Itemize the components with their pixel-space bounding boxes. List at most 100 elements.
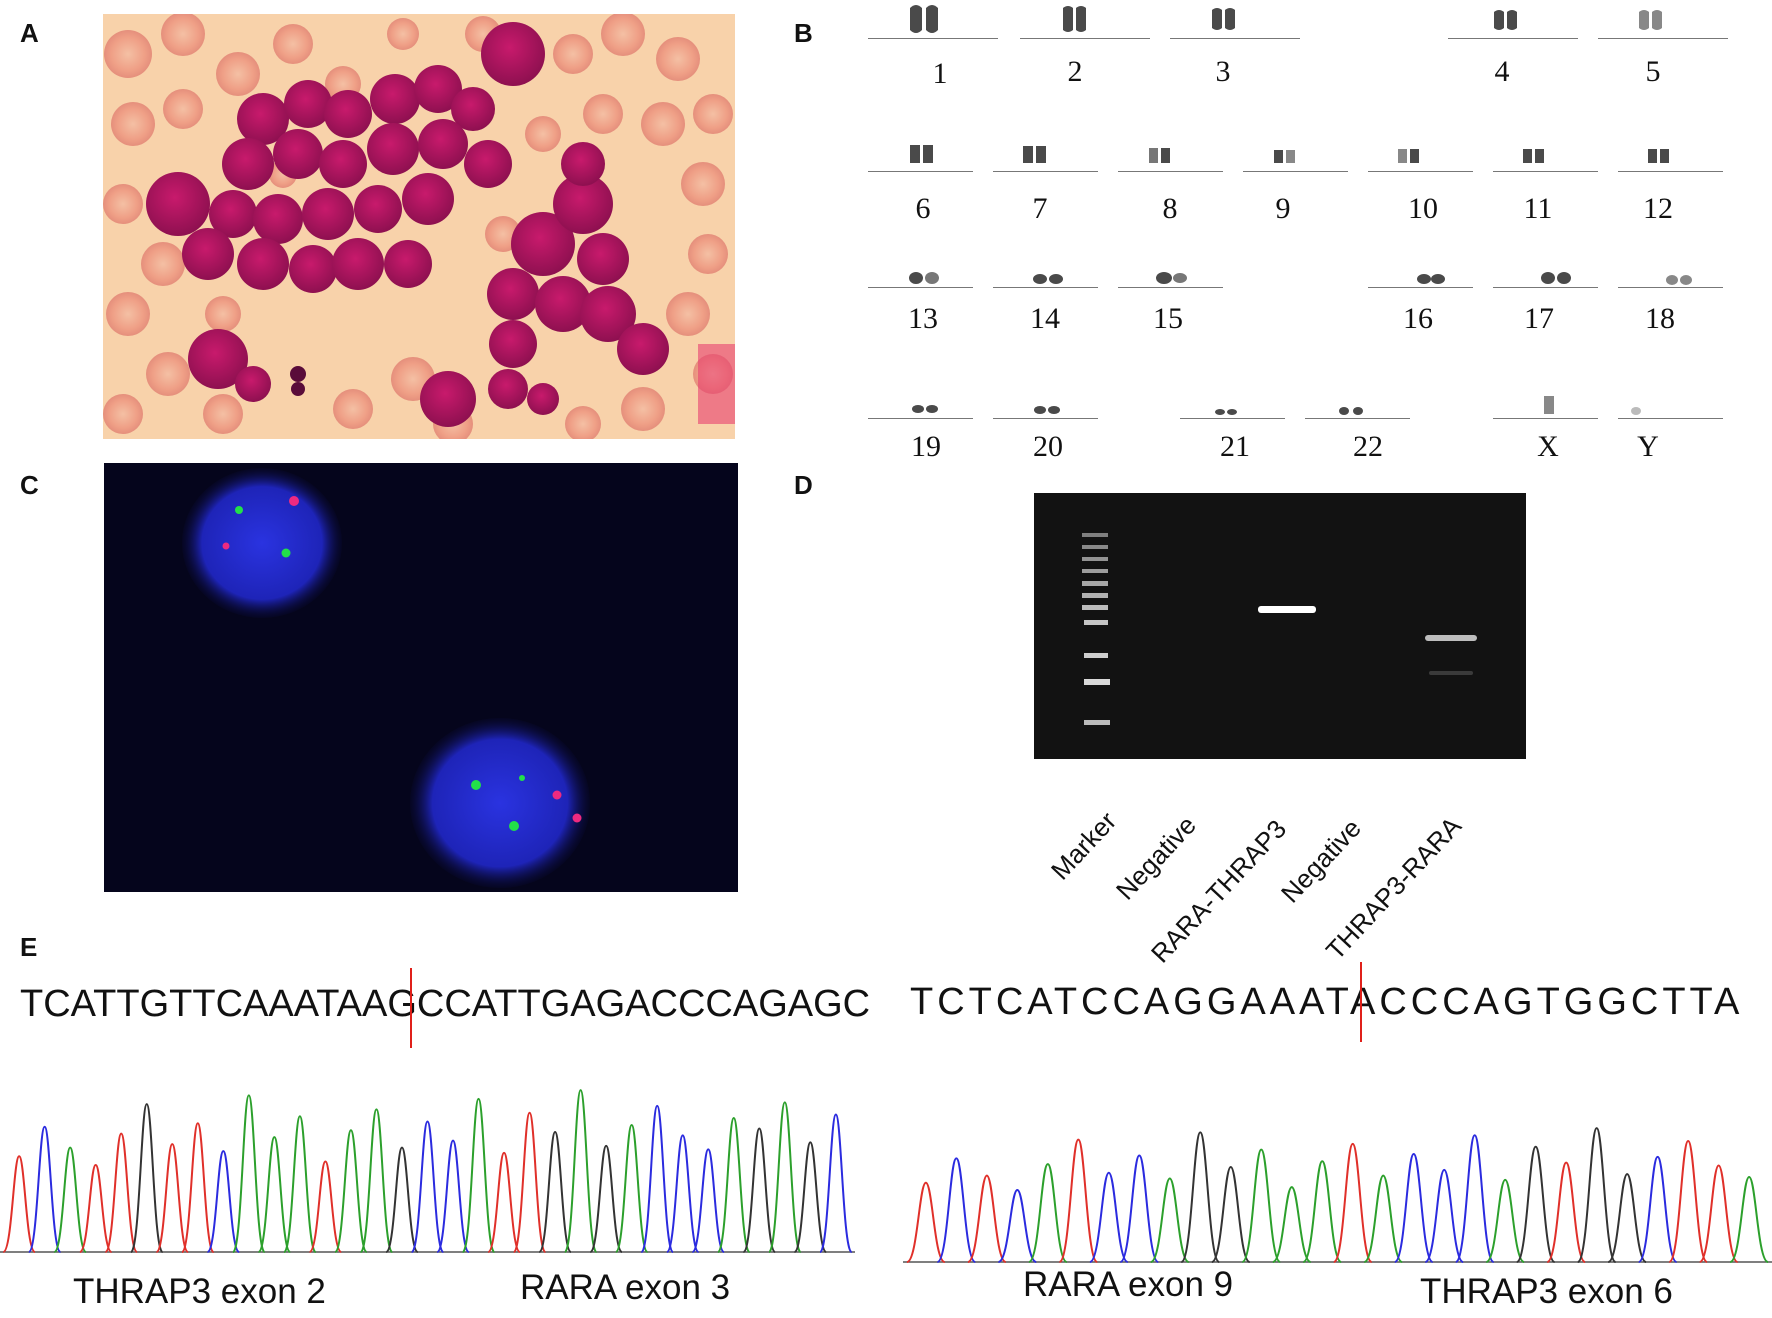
chromatogram-peak <box>966 1174 1007 1263</box>
chromatogram-peak <box>1637 1155 1678 1263</box>
sequence-right: TCTCATCCAGGAAATACCCAGTGGCTTA <box>910 981 1743 1024</box>
karyotype-number: 19 <box>911 430 941 463</box>
gel-lane-label: Negative <box>1110 809 1202 906</box>
karyotype-number: 9 <box>1275 192 1291 225</box>
chromatogram-peak <box>997 1188 1037 1263</box>
chromatogram-peak <box>716 1117 751 1253</box>
chromatogram-peak <box>27 1125 62 1253</box>
karyotype-number: X <box>1537 430 1559 463</box>
chromatogram-peak <box>614 1123 649 1253</box>
karyotype-number: 21 <box>1220 430 1250 463</box>
chromatogram-peak <box>1241 1148 1282 1263</box>
chromatogram-peak <box>1393 1152 1434 1263</box>
chromatogram-peak <box>1729 1176 1769 1263</box>
chromatogram-right <box>903 1110 1772 1270</box>
chromatogram-peak <box>1088 1171 1129 1263</box>
chromatogram-peak <box>905 1181 946 1263</box>
chromatogram-peak <box>1607 1173 1648 1263</box>
panel-label-e: E <box>20 932 38 962</box>
panel-label-b: B <box>794 18 813 48</box>
blood-smear-micrograph <box>103 14 735 439</box>
karyotype-number: 2 <box>1067 55 1083 88</box>
karyotype: 1 2 3 4 5 6 7 8 9 10 11 12 13 14 15 16 1… <box>860 0 1772 470</box>
chromatogram-peak <box>129 1103 164 1253</box>
chromatogram-peak <box>1180 1131 1221 1263</box>
chromatogram-peak <box>1272 1186 1312 1263</box>
chromatogram-peak <box>359 1108 394 1253</box>
chromatogram-peak <box>1485 1178 1526 1263</box>
sequence-left-after: CCATTGAGACCCAGAGC <box>416 983 871 1025</box>
panel-label-a: A <box>20 18 39 48</box>
junction-marker-right <box>1360 962 1362 1042</box>
exon-label: THRAP3 exon 2 <box>73 1272 326 1311</box>
chromatogram-peak <box>793 1141 828 1253</box>
karyotype-number: 14 <box>1030 302 1060 335</box>
chromatogram-peak <box>742 1127 777 1253</box>
chromatogram-peak <box>308 1160 343 1253</box>
exon-label: THRAP3 exon 6 <box>1420 1272 1673 1311</box>
gel-image <box>1034 493 1526 759</box>
gel-lane-label: Negative <box>1275 812 1367 909</box>
panel-label-d: D <box>794 470 813 500</box>
panel-label-c: C <box>20 470 39 500</box>
fish-image <box>104 463 738 892</box>
karyotype-number: 11 <box>1523 192 1553 225</box>
chromatogram-peak <box>665 1134 700 1253</box>
chromatogram-peak <box>640 1104 674 1253</box>
chromatogram-peak <box>563 1089 598 1253</box>
chromatogram-peak <box>1515 1145 1556 1263</box>
chromatogram-left <box>0 1070 855 1260</box>
chromatogram-peak <box>283 1115 317 1253</box>
karyotype-number: 22 <box>1353 430 1383 463</box>
chromatogram-peak <box>334 1129 368 1253</box>
chromatogram-peak <box>936 1157 977 1263</box>
chromatogram-peak <box>1546 1161 1587 1263</box>
chromatogram-peak <box>1332 1142 1373 1263</box>
chromatogram-peak <box>1363 1174 1404 1263</box>
chromatogram-peak <box>589 1144 623 1253</box>
chromatogram-peak <box>1150 1177 1190 1263</box>
chromatogram-peak <box>436 1139 470 1253</box>
chromatogram-peak <box>1119 1154 1160 1263</box>
karyotype-number: 17 <box>1524 302 1554 335</box>
karyotype-number: 3 <box>1215 55 1231 88</box>
chromatogram-peak <box>257 1136 292 1253</box>
chromatogram-peak <box>538 1130 572 1253</box>
karyotype-number: 7 <box>1032 192 1048 225</box>
chromatogram-peak <box>78 1163 113 1253</box>
chromatogram-peak <box>1424 1168 1465 1263</box>
karyotype-number: 16 <box>1403 302 1433 335</box>
sequence-left: TCATTGTTCAAATAAGCCATTGAGACCCAGAGC <box>20 983 870 1026</box>
chromatogram-peak <box>181 1122 215 1253</box>
chromatogram-peak <box>512 1111 547 1253</box>
chromatogram-peak <box>1302 1160 1343 1263</box>
karyotype-number: 15 <box>1153 302 1183 335</box>
chromatogram-peak <box>232 1094 266 1253</box>
sequence-right-after: ACCCAGTGGCTTA <box>1350 981 1744 1023</box>
chromatogram-peak <box>1576 1127 1617 1263</box>
karyotype-number: 1 <box>932 57 948 90</box>
chromatogram-peak <box>1698 1164 1739 1263</box>
chromatogram-peak <box>206 1150 241 1253</box>
karyotype-number: 4 <box>1494 55 1510 88</box>
gel-lane-label: Marker <box>1045 805 1123 886</box>
sequence-left-before: TCATTGTTCAAATAAG <box>20 983 417 1025</box>
sequence-right-before: TCTCATCCAGGAAAT <box>910 981 1350 1023</box>
karyotype-number: Y <box>1637 430 1659 463</box>
karyotype-number: 12 <box>1643 192 1673 225</box>
chromatogram-peak <box>385 1146 419 1253</box>
chromatogram-peak <box>819 1113 853 1253</box>
chromatogram-peak <box>691 1148 726 1253</box>
karyotype-number: 6 <box>915 192 931 225</box>
chromatogram-peak <box>768 1101 802 1253</box>
exon-label: RARA exon 9 <box>1023 1265 1234 1304</box>
chromatogram-peak <box>1058 1138 1099 1263</box>
junction-marker-left <box>410 968 412 1048</box>
chromatogram-peak <box>461 1097 496 1253</box>
chromatogram-peak <box>53 1146 87 1253</box>
karyotype-number: 10 <box>1408 192 1438 225</box>
karyotype-number: 8 <box>1162 192 1178 225</box>
karyotype-number: 20 <box>1033 430 1063 463</box>
karyotype-number: 13 <box>908 302 938 335</box>
chromatogram-peak <box>2 1155 36 1253</box>
